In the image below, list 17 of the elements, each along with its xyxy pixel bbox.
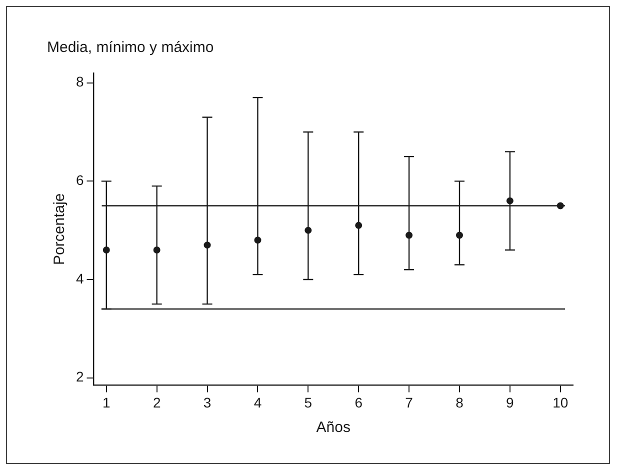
y-tick-label: 8 bbox=[76, 74, 84, 90]
x-tick-label: 8 bbox=[456, 394, 464, 410]
x-tick-label: 3 bbox=[203, 394, 212, 410]
x-axis-title: Años bbox=[316, 419, 350, 436]
x-tick-label: 10 bbox=[552, 394, 568, 410]
y-tick-label: 6 bbox=[76, 172, 84, 188]
x-tick-label: 7 bbox=[405, 394, 414, 410]
x-tick-label: 6 bbox=[354, 394, 363, 410]
x-tick-label: 5 bbox=[304, 394, 312, 410]
x-tick-label: 1 bbox=[102, 394, 110, 410]
y-tick-label: 2 bbox=[76, 368, 84, 385]
y-axis-title: Porcentaje bbox=[51, 193, 68, 265]
x-tick-label: 9 bbox=[506, 394, 514, 410]
x-tick-label: 4 bbox=[254, 394, 262, 410]
x-tick-label: 2 bbox=[152, 394, 161, 410]
chart-title: Media, mínimo y máximo bbox=[47, 39, 214, 56]
y-tick-label: 4 bbox=[76, 270, 84, 286]
